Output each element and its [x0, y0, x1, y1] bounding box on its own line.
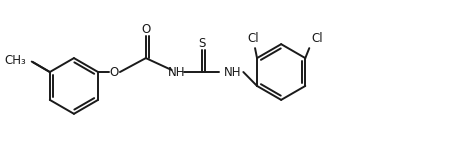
Text: Cl: Cl [312, 32, 323, 45]
Text: S: S [198, 37, 205, 50]
Text: Cl: Cl [247, 32, 259, 45]
Text: NH: NH [224, 65, 241, 79]
Text: CH₃: CH₃ [4, 54, 26, 67]
Text: O: O [109, 65, 119, 79]
Text: NH: NH [168, 65, 186, 79]
Text: O: O [141, 23, 151, 36]
